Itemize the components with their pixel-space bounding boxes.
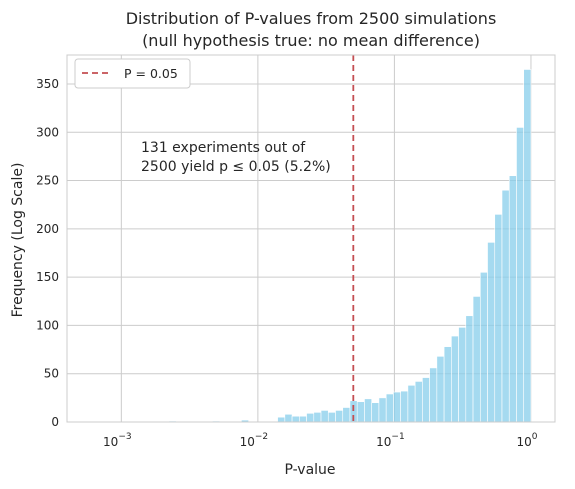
- histogram-bar: [451, 335, 459, 423]
- histogram-bars: [168, 69, 532, 423]
- y-tick-label: 150: [36, 270, 59, 284]
- histogram-bar: [501, 189, 510, 423]
- histogram-bar: [414, 381, 423, 423]
- histogram-bar: [327, 412, 336, 423]
- chart-subtitle: (null hypothesis true: no mean differenc…: [142, 31, 480, 50]
- legend-label: P = 0.05: [124, 66, 178, 81]
- y-axis-label: Frequency (Log Scale): [10, 163, 26, 318]
- histogram-bar: [393, 391, 401, 423]
- histogram-bar: [385, 393, 394, 423]
- histogram-bar: [306, 413, 315, 423]
- histogram-bar: [342, 407, 351, 423]
- histogram-bar: [479, 272, 488, 423]
- histogram-bar: [378, 397, 387, 423]
- annotation-line-2: 2500 yield p ≤ 0.05 (5.2%): [141, 159, 331, 175]
- histogram-bar: [436, 356, 445, 423]
- x-axis-label: P-value: [284, 462, 335, 478]
- histogram-bar: [487, 242, 496, 423]
- y-tick-label: 0: [51, 415, 59, 429]
- plot-frame: [66, 54, 556, 423]
- histogram-bar: [277, 416, 286, 423]
- histogram-bar: [284, 413, 293, 423]
- x-tick-label: 100: [516, 432, 537, 449]
- histogram-bar: [335, 410, 344, 423]
- histogram-bar: [465, 315, 474, 423]
- x-tick-label: 10−3: [103, 432, 132, 449]
- y-tick-label: 200: [36, 222, 59, 236]
- histogram-bar: [516, 127, 525, 423]
- histogram-bar: [443, 346, 452, 423]
- annotation-line-1: 131 experiments out of: [141, 140, 306, 156]
- x-tick-label: 10−2: [240, 432, 269, 449]
- histogram-bar: [458, 327, 467, 423]
- histogram-bar: [508, 175, 517, 423]
- legend: P = 0.05: [74, 58, 191, 89]
- histogram-bar: [313, 412, 322, 423]
- histogram-bar: [400, 390, 409, 423]
- histogram-bar: [320, 410, 329, 423]
- histogram-bar: [364, 398, 373, 423]
- y-tick-label: 50: [44, 367, 59, 381]
- y-tick-label: 250: [36, 174, 59, 188]
- annotation: 131 experiments out of 2500 yield p ≤ 0.…: [141, 140, 331, 175]
- chart-title: Distribution of P-values from 2500 simul…: [126, 9, 497, 28]
- histogram-bar: [523, 69, 532, 423]
- histogram-bar: [429, 367, 438, 423]
- histogram-bar: [472, 296, 481, 423]
- y-tick-label: 300: [36, 125, 59, 139]
- x-tick-labels: 10−3 10−2 10−1 100: [103, 432, 538, 449]
- histogram-bar: [291, 415, 300, 423]
- y-tick-labels: 0 50 100 150 200 250 300 350: [36, 77, 59, 429]
- histogram-bar: [299, 415, 307, 423]
- histogram-bar: [371, 402, 380, 423]
- legend-box: [74, 58, 191, 89]
- histogram-bar: [494, 214, 503, 423]
- histogram-bar: [356, 401, 365, 423]
- x-tick-label: 10−1: [376, 432, 405, 449]
- y-tick-label: 100: [36, 318, 59, 332]
- histogram-bar: [407, 384, 416, 423]
- histogram-bar: [422, 377, 430, 423]
- y-tick-label: 350: [36, 77, 59, 91]
